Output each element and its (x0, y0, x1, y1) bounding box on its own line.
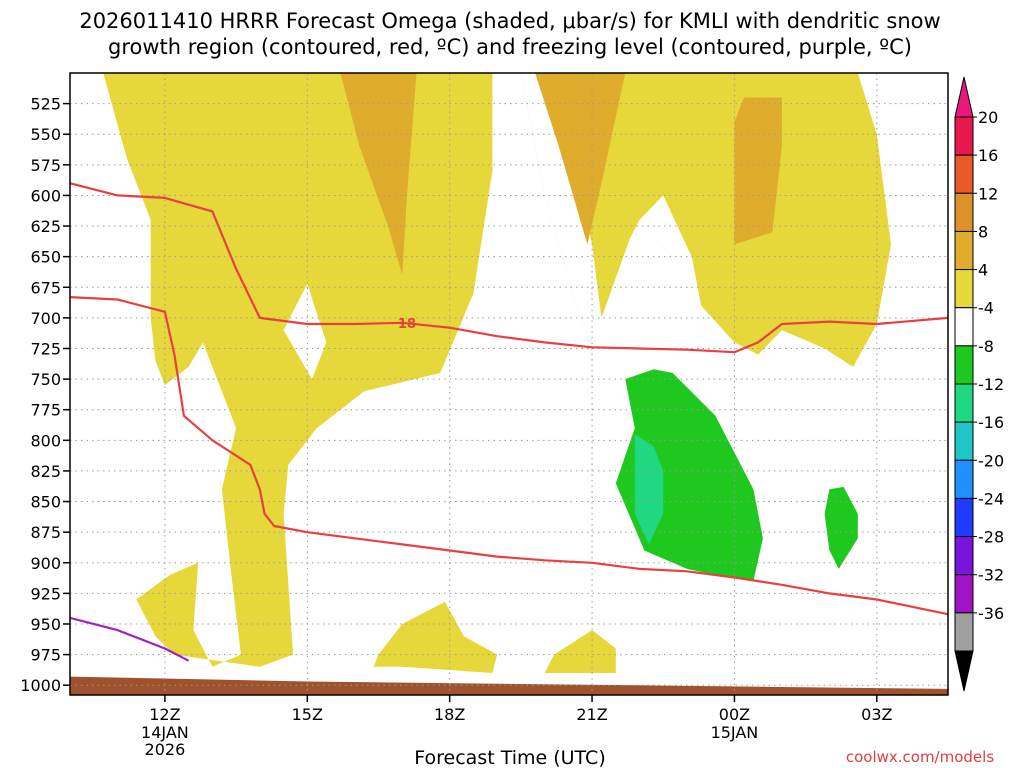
credit-text: coolwx.com/models (846, 748, 994, 766)
contour-labels: 18 (398, 317, 416, 332)
y-tick-label-700: 700 (30, 309, 61, 328)
colorbar-label-16: -16 (978, 413, 1004, 432)
y-tick-label-825: 825 (30, 462, 61, 481)
colorbar-swatch (954, 269, 974, 309)
x-tick-year-12z: 2026 (145, 740, 186, 759)
region-upward-8-12-right (734, 97, 782, 245)
colorbar-swatch (954, 497, 974, 538)
colorbar-label-8: -8 (978, 337, 994, 356)
region-downward-8-12-teal (634, 434, 664, 545)
y-tick-label-650: 650 (30, 248, 61, 267)
x-axis-label: Forecast Time (UTC) (414, 747, 605, 768)
y-tick-label-925: 925 (30, 584, 61, 603)
y-tick-label-525: 525 (30, 95, 61, 114)
colorbar-swatch (954, 192, 974, 232)
y-tick-label-575: 575 (30, 156, 61, 175)
colorbar-swatch (954, 612, 974, 652)
region-terrain-ground (70, 676, 948, 695)
colorbar-swatch (954, 307, 974, 347)
colorbar-swatch (954, 421, 974, 461)
y-tick-label-600: 600 (30, 186, 61, 205)
y-tick-label-850: 850 (30, 493, 61, 512)
gridlines (70, 73, 948, 695)
x-tick-label-21z: 21Z (576, 705, 607, 724)
y-tick-label-875: 875 (30, 523, 61, 542)
chart-title-line2: growth region (contoured, red, ºC) and f… (108, 35, 912, 59)
x-tick-date-12z: 14JAN (141, 723, 189, 742)
colorbar-label-4: -4 (978, 299, 994, 318)
y-tick-label-550: 550 (30, 125, 61, 144)
x-tick-label-15z: 15Z (292, 705, 323, 724)
colorbar-swatch (954, 459, 974, 499)
colorbar-label-32: -32 (978, 566, 1004, 585)
colorbar-label-8: 8 (978, 222, 988, 241)
y-tick-label-1000: 1000 (20, 676, 61, 695)
colorbar-label-4: 4 (978, 261, 988, 280)
x-tick-label-12z: 12Z (149, 705, 180, 724)
plot-frame (69, 72, 949, 696)
colorbar-swatch (954, 536, 974, 576)
colorbar-swatch (954, 574, 974, 614)
y-tick-label-800: 800 (30, 431, 61, 450)
region-clear-hole-upper-left (283, 283, 327, 380)
dgz-upper-contour-label: 18 (398, 317, 416, 332)
colorbar-label-36: -36 (978, 604, 1004, 623)
dgz-lower-contour (70, 296, 948, 616)
y-tick-label-950: 950 (30, 615, 61, 634)
colorbar-swatch (954, 230, 974, 271)
contour-lines (70, 182, 948, 662)
colorbar: 20 16 12 8 4 -4 -8 -12 -16 -20 -24 -28 -32 -36 (954, 76, 1004, 692)
x-tick-label-00z: 00Z (719, 705, 750, 724)
colorbar-label-12: -12 (978, 375, 1004, 394)
region-upward-8-12-left (340, 73, 417, 275)
region-downward-4-8-green-small (824, 486, 858, 569)
region-no-upward-gap-mid (639, 195, 702, 306)
colorbar-label-12: 12 (978, 184, 998, 203)
colorbar-label-28: -28 (978, 528, 1004, 547)
y-tick-label-975: 975 (30, 646, 61, 665)
freezing-level-contour (70, 616, 190, 662)
region-no-upward-gap-center (520, 73, 602, 349)
y-tick-label-725: 725 (30, 339, 61, 358)
y-tick-label-900: 900 (30, 554, 61, 573)
colorbar-swatch (954, 116, 974, 156)
y-tick-label-625: 625 (30, 217, 61, 236)
colorbar-swatch (954, 345, 974, 385)
colorbar-swatch (954, 383, 974, 423)
colorbar-label-24: -24 (978, 489, 1004, 508)
x-tick-label-18z: 18Z (434, 705, 465, 724)
colorbar-under-triangle (954, 650, 974, 692)
y-axis: 525 550 575 600 625 650 675 700 725 750 775 800 825 8… (20, 95, 70, 695)
colorbar-swatch (954, 154, 974, 194)
colorbar-label-16: 16 (978, 146, 998, 165)
x-tick-label-03z: 03Z (861, 705, 892, 724)
chart-title-line1: 2026011410 HRRR Forecast Omega (shaded, … (79, 9, 940, 33)
region-upward-4-8-low-a (373, 601, 498, 673)
region-upward-8-12-center (535, 73, 626, 245)
colorbar-label-20: 20 (978, 108, 998, 127)
dgz-upper-contour (70, 182, 948, 354)
colorbar-label-20: -20 (978, 451, 1004, 470)
region-upward-4-8-low-b (544, 630, 616, 673)
y-tick-label-775: 775 (30, 401, 61, 420)
y-tick-label-675: 675 (30, 278, 61, 297)
colorbar-over-triangle (954, 76, 974, 118)
x-tick-date-00z: 15JAN (711, 723, 759, 742)
y-tick-label-750: 750 (30, 370, 61, 389)
